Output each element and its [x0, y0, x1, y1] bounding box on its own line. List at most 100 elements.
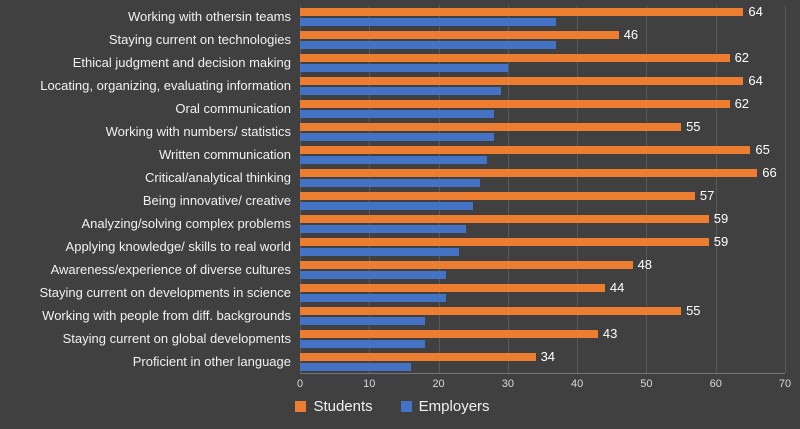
- category-row: 66: [300, 166, 785, 189]
- category-row: 57: [300, 189, 785, 212]
- bar-line: [300, 201, 785, 210]
- bar-line: [300, 40, 785, 49]
- bar-data-label: 55: [686, 119, 701, 134]
- bar-line: [300, 178, 785, 187]
- gridline: [438, 5, 440, 373]
- category-row: 46: [300, 28, 785, 51]
- category-row: 55: [300, 120, 785, 143]
- gridline: [300, 5, 301, 373]
- category-label: Working with people from diff. backgroun…: [42, 308, 291, 323]
- labels-column: Working with othersin teams Staying curre…: [0, 5, 300, 374]
- employers-bar: [300, 247, 460, 256]
- bar-line: 44: [300, 280, 785, 295]
- x-axis-tick-label: 60: [709, 378, 722, 390]
- employers-bar: [300, 224, 467, 233]
- gridline: [715, 5, 717, 373]
- category-label: Ethical judgment and decision making: [72, 55, 291, 70]
- employers-bar: [300, 316, 425, 325]
- employers-bar: [300, 86, 501, 95]
- chart-body: Working with othersin teams Staying curre…: [0, 5, 786, 374]
- employers-bar: [300, 40, 557, 49]
- bar-data-label: 55: [686, 303, 701, 318]
- category-row: 65: [300, 143, 785, 166]
- category-row: 64: [300, 74, 785, 97]
- category-row: 59: [300, 235, 785, 258]
- employers-bar: [300, 132, 494, 141]
- bar-data-label: 57: [699, 188, 715, 203]
- category-row: 44: [300, 281, 785, 304]
- x-axis-tick-label: 10: [363, 378, 376, 390]
- bar-data-label: 46: [623, 27, 639, 42]
- students-bar: [300, 191, 695, 200]
- students-bar: [300, 214, 709, 223]
- bar-line: 59: [300, 212, 785, 225]
- category-label: Staying current on technologies: [108, 32, 291, 47]
- gridline: [785, 5, 786, 373]
- x-axis-tick-label: 50: [640, 378, 653, 390]
- category-row: 34: [300, 350, 785, 373]
- category-row: 62: [300, 97, 785, 120]
- students-bar: [300, 329, 598, 338]
- x-axis-spacer: [0, 374, 300, 392]
- category-row: 64: [300, 5, 785, 28]
- bar-line: [300, 293, 785, 302]
- x-axis: 0 10 20 30 40 50 60 70: [297, 374, 791, 392]
- students-bar: [300, 76, 744, 85]
- bar-line: [300, 17, 785, 26]
- legend-students: Students: [295, 398, 373, 415]
- bar-line: [300, 132, 785, 141]
- gridline: [646, 5, 648, 373]
- bar-line: [300, 339, 785, 348]
- bar-data-label: 64: [748, 73, 763, 88]
- bar-line: 62: [300, 50, 785, 65]
- x-axis-row: 0 10 20 30 40 50 60 70: [0, 374, 791, 392]
- bar-line: [300, 362, 785, 371]
- bar-line: 46: [300, 27, 785, 42]
- employers-bar: [300, 201, 474, 210]
- category-row: 48: [300, 258, 785, 281]
- category-label: Oral communication: [175, 101, 291, 116]
- category-label: Locating, organizing, evaluating informa…: [40, 78, 291, 93]
- bar-line: 64: [300, 4, 785, 19]
- legend-swatch-employers: [400, 401, 412, 412]
- bar-data-label: 44: [609, 280, 625, 295]
- category-label: Proficient in other language: [132, 354, 291, 369]
- employers-bar: [300, 155, 488, 164]
- bar-line: [300, 63, 785, 72]
- bar-line: 55: [300, 303, 785, 318]
- x-axis-tick-label: 30: [501, 378, 514, 390]
- gridline: [507, 5, 509, 373]
- category-label: Working with numbers/ statistics: [105, 124, 291, 139]
- bar-data-label: 65: [755, 142, 770, 157]
- employers-bar: [300, 109, 494, 118]
- category-label: Critical/analytical thinking: [145, 170, 291, 185]
- bar-line: 34: [300, 350, 785, 363]
- bar-line: 43: [300, 326, 785, 341]
- category-label: Applying knowledge/ skills to real world: [65, 239, 291, 254]
- employers-bar: [300, 178, 481, 187]
- students-bar: [300, 145, 751, 154]
- employers-bar: [300, 293, 446, 302]
- bar-line: [300, 270, 785, 279]
- legend-label-students: Students: [313, 398, 373, 415]
- bar-line: [300, 316, 785, 325]
- bar-data-label: 43: [602, 326, 618, 341]
- bar-line: 57: [300, 188, 785, 203]
- bar-data-label: 64: [748, 4, 763, 19]
- legend-employers: Employers: [400, 398, 490, 415]
- category-row: 43: [300, 327, 785, 350]
- bar-data-label: 66: [762, 165, 777, 180]
- plot-area: 64 46 62 64 62 55 65 66 57 59 59 48 44 55 43 34: [300, 5, 786, 374]
- students-bar: [300, 237, 709, 246]
- students-bar: [300, 53, 730, 62]
- bar-data-label: 62: [734, 50, 750, 65]
- gridline: [369, 5, 371, 373]
- students-bar: [300, 7, 744, 16]
- students-bar: [300, 306, 682, 315]
- x-axis-tick-label: 20: [432, 378, 445, 390]
- bar-line: 55: [300, 119, 785, 134]
- bar-line: 64: [300, 73, 785, 88]
- category-label: Staying current on developments in scien…: [39, 285, 291, 300]
- bar-line: 66: [300, 165, 785, 180]
- bar-line: 48: [300, 258, 785, 271]
